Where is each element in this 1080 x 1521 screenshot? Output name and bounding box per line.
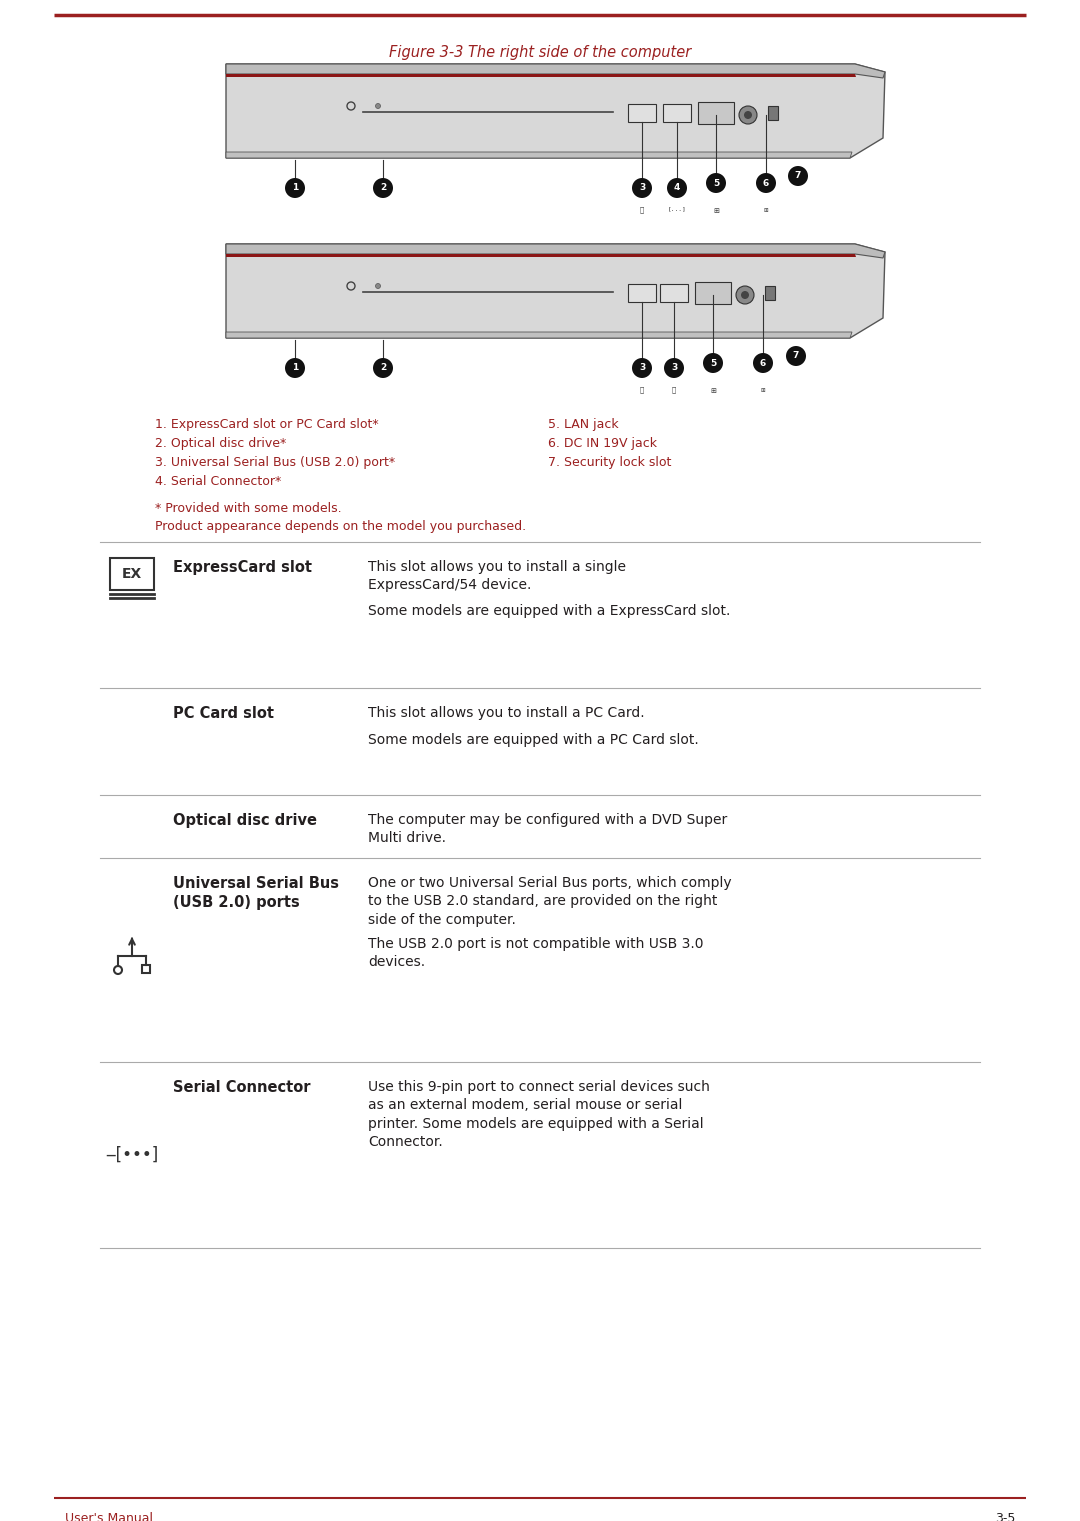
Circle shape [285,178,305,198]
Bar [627,284,656,303]
Circle shape [735,286,754,304]
Circle shape [788,166,808,186]
Text: 5: 5 [713,178,719,187]
Text: This slot allows you to install a single
ExpressCard/54 device.: This slot allows you to install a single… [368,560,626,592]
Bar [696,281,731,304]
Circle shape [373,178,393,198]
Bar [768,106,778,120]
Polygon shape [226,64,885,78]
Circle shape [739,106,757,125]
Polygon shape [226,75,856,78]
Circle shape [632,357,652,379]
Circle shape [706,173,726,193]
Polygon shape [226,243,885,338]
Text: 1: 1 [292,364,298,373]
Text: 2: 2 [380,364,387,373]
Text: This slot allows you to install a PC Card.: This slot allows you to install a PC Car… [368,706,645,719]
Polygon shape [226,243,885,259]
Bar [110,558,154,590]
Text: Figure 3-3 The right side of the computer: Figure 3-3 The right side of the compute… [389,46,691,59]
Text: 6: 6 [762,178,769,187]
Text: Some models are equipped with a ExpressCard slot.: Some models are equipped with a ExpressC… [368,604,730,618]
Text: 4: 4 [674,184,680,193]
Circle shape [664,357,684,379]
Circle shape [667,178,687,198]
Polygon shape [226,332,852,338]
Circle shape [741,291,750,300]
Text: 5. LAN jack: 5. LAN jack [548,418,619,430]
Text: ⊞: ⊞ [760,388,766,392]
Circle shape [756,173,777,193]
Text: ‒[•••]: ‒[•••] [106,1145,159,1164]
Text: 2. Optical disc drive*: 2. Optical disc drive* [156,437,286,450]
Bar [698,102,734,125]
Text: One or two Universal Serial Bus ports, which comply
to the USB 2.0 standard, are: One or two Universal Serial Bus ports, w… [368,876,731,926]
Text: 2: 2 [380,184,387,193]
Text: Optical disc drive: Optical disc drive [173,814,318,827]
Text: 4. Serial Connector*: 4. Serial Connector* [156,475,281,488]
Circle shape [632,178,652,198]
Text: * Provided with some models.: * Provided with some models. [156,502,341,516]
Circle shape [786,345,806,367]
Text: Product appearance depends on the model you purchased.: Product appearance depends on the model … [156,520,526,532]
Circle shape [285,357,305,379]
Text: 7. Security lock slot: 7. Security lock slot [548,456,672,468]
Text: EX: EX [122,567,143,581]
Text: Serial Connector: Serial Connector [173,1080,311,1095]
Text: ⭡: ⭡ [639,386,644,392]
Text: ⊞: ⊞ [764,208,768,213]
Polygon shape [226,152,852,158]
Bar [627,103,656,122]
Circle shape [376,283,380,289]
Bar [660,284,688,303]
Text: 1: 1 [292,184,298,193]
Text: Use this 9-pin port to connect serial devices such
as an external modem, serial : Use this 9-pin port to connect serial de… [368,1080,710,1150]
Text: 7: 7 [793,351,799,360]
Polygon shape [226,64,885,158]
Text: 6. DC IN 19V jack: 6. DC IN 19V jack [548,437,657,450]
Text: 3. Universal Serial Bus (USB 2.0) port*: 3. Universal Serial Bus (USB 2.0) port* [156,456,395,468]
Circle shape [376,103,380,108]
Bar [141,964,150,973]
Text: ⊞: ⊞ [713,208,719,214]
Text: The computer may be configured with a DVD Super
Multi drive.: The computer may be configured with a DV… [368,814,727,846]
Text: 3: 3 [639,364,645,373]
Bar [663,103,691,122]
Text: 6: 6 [760,359,766,368]
Circle shape [744,111,752,119]
Text: 1. ExpressCard slot or PC Card slot*: 1. ExpressCard slot or PC Card slot* [156,418,379,430]
Text: 3: 3 [639,184,645,193]
Text: The USB 2.0 port is not compatible with USB 3.0
devices.: The USB 2.0 port is not compatible with … [368,937,703,969]
Text: Some models are equipped with a PC Card slot.: Some models are equipped with a PC Card … [368,733,699,747]
Text: 3-5: 3-5 [995,1512,1015,1521]
Text: ⊞: ⊞ [710,388,716,394]
Circle shape [703,353,723,373]
Text: 5: 5 [710,359,716,368]
Polygon shape [226,254,856,257]
Text: 7: 7 [795,172,801,181]
Bar [765,286,775,300]
Circle shape [753,353,773,373]
Text: 3: 3 [671,364,677,373]
Text: ExpressCard slot: ExpressCard slot [173,560,312,575]
Text: Universal Serial Bus
(USB 2.0) ports: Universal Serial Bus (USB 2.0) ports [173,876,339,910]
Text: ⭡: ⭡ [639,205,644,213]
Circle shape [373,357,393,379]
Text: User's Manual: User's Manual [65,1512,153,1521]
Text: ⭡: ⭡ [672,386,676,392]
Text: PC Card slot: PC Card slot [173,706,274,721]
Text: [...]: [...] [667,205,687,211]
